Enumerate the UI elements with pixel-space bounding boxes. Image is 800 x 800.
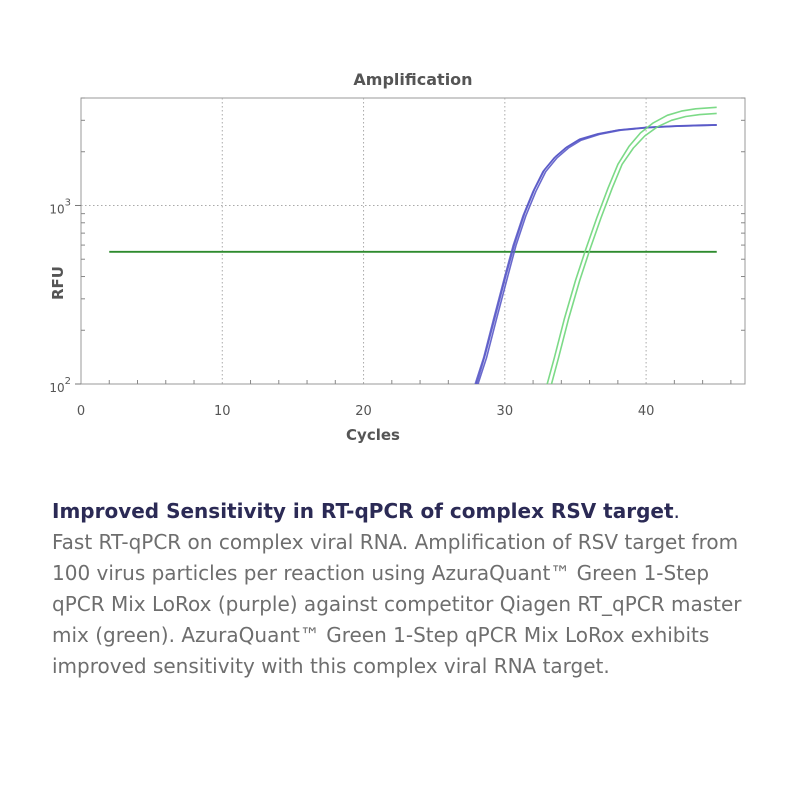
y-tick-exponent: 2	[65, 376, 71, 387]
y-tick-label: 103	[49, 197, 71, 216]
plot-frame	[80, 97, 746, 385]
caption-body: Fast RT-qPCR on complex viral RNA. Ampli…	[52, 530, 742, 678]
series-line-green-4	[546, 106, 717, 384]
x-tick-label: 40	[638, 404, 655, 419]
y-axis-label: RFU	[49, 266, 67, 300]
chart-title: Amplification	[353, 70, 472, 89]
series-line-green-5	[550, 112, 717, 384]
amplification-chart: Amplification 0 10 20 30 40 102 103 Cycles RFU	[49, 70, 746, 444]
x-tick-label: 0	[77, 404, 85, 419]
y-tick-base: 10	[49, 381, 64, 395]
x-tick-label: 20	[355, 404, 372, 419]
caption-heading: Improved Sensitivity in RT-qPCR of compl…	[52, 499, 674, 523]
caption: Improved Sensitivity in RT-qPCR of compl…	[52, 496, 767, 682]
y-tick-label: 102	[49, 376, 71, 395]
x-tick-label: 10	[214, 404, 231, 419]
caption-heading-period: .	[673, 499, 680, 523]
y-tick-exponent: 3	[65, 197, 71, 208]
x-tick-label: 30	[497, 404, 514, 419]
y-tick-base: 10	[49, 202, 64, 216]
x-axis-label: Cycles	[346, 426, 400, 444]
